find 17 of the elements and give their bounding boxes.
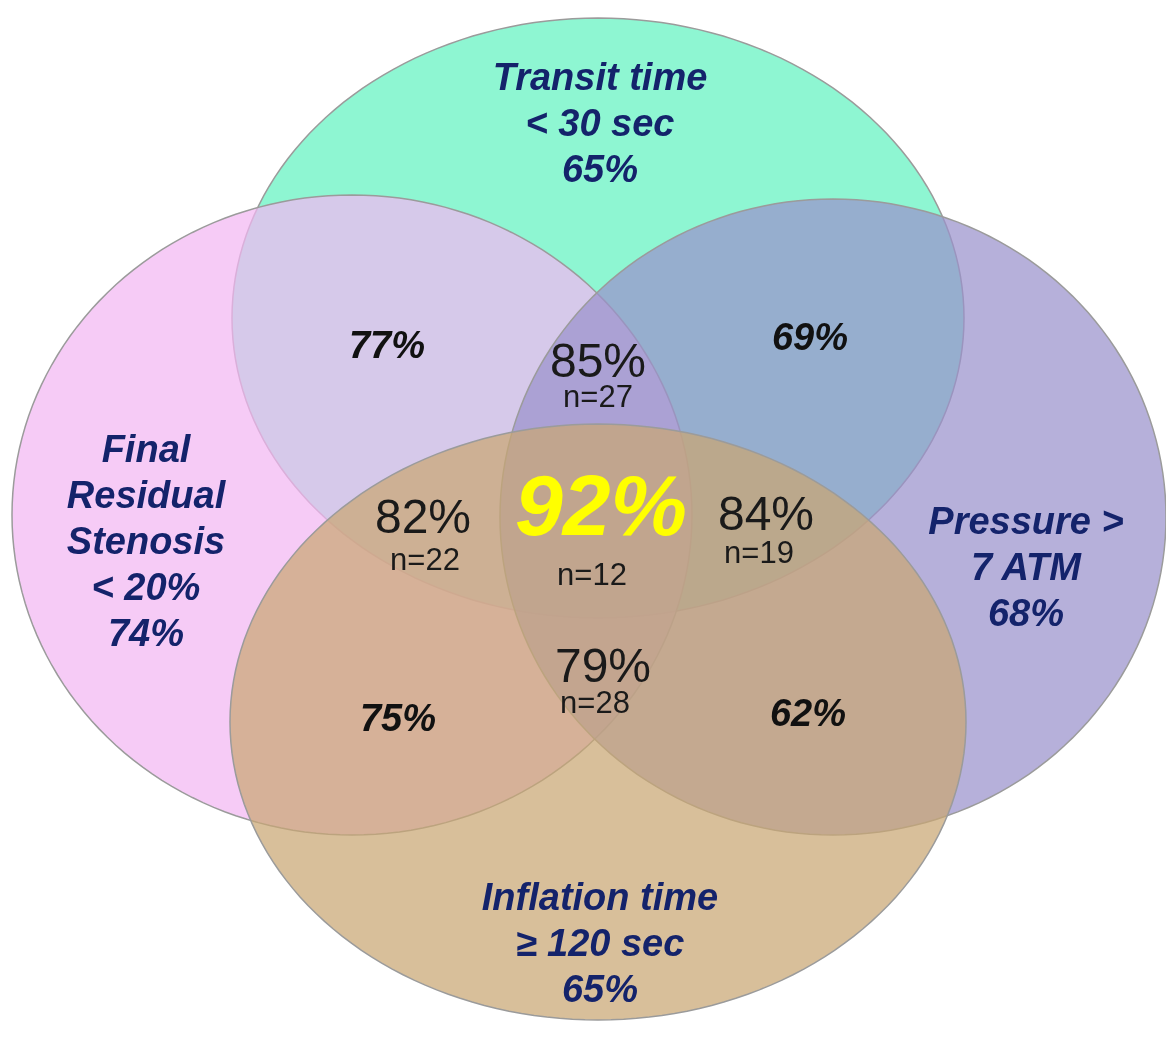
category-label: Final Residual Stenosis < 20% (66, 428, 227, 608)
text: n=12 (557, 557, 627, 592)
text: 75% (359, 697, 437, 739)
text: 62% (769, 692, 847, 734)
text: 77% (348, 324, 426, 366)
category-label: Pressure > 7 ATM (928, 500, 1124, 588)
text: 69% (771, 316, 849, 358)
category-label: Transit time < 30 sec (492, 56, 708, 144)
text: n=27 (563, 379, 633, 414)
text: n=22 (390, 542, 460, 577)
data-label: 68% (987, 592, 1065, 634)
text: 82% (374, 490, 472, 543)
data-label: 65% (561, 968, 639, 1010)
category-label: Inflation time ≥ 120 sec (481, 876, 719, 964)
data-label: 74% (107, 612, 185, 654)
data-label: 65% (561, 148, 639, 190)
text: 92% (514, 457, 688, 553)
